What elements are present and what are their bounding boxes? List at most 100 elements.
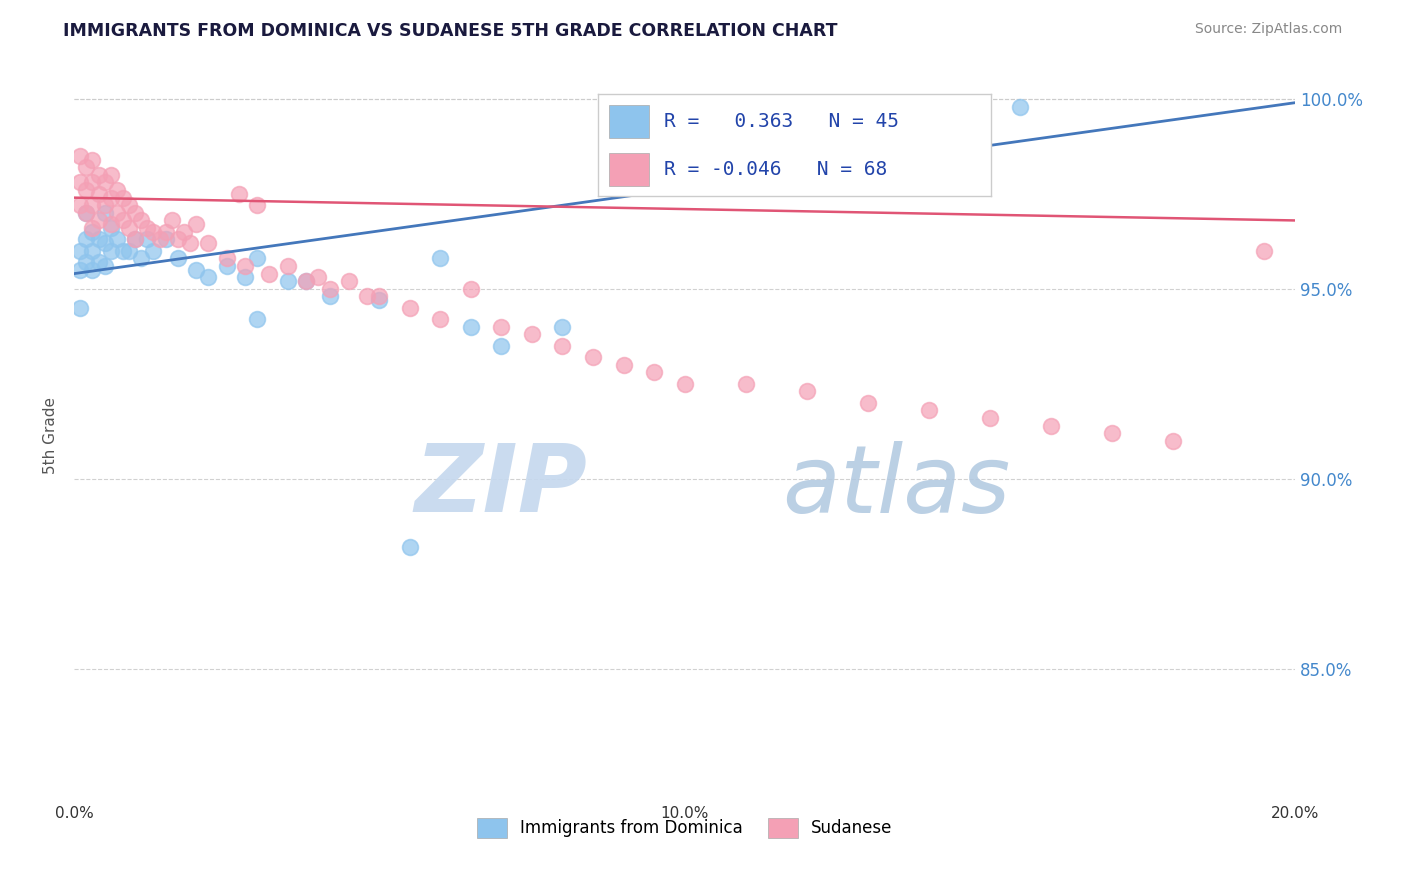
Point [136,221,159,235]
Text: Source: ZipAtlas.com: Source: ZipAtlas.com [1195,22,1343,37]
Point [228,186,250,201]
Point [319,282,342,296]
Point [129,213,152,227]
Point [87,232,110,246]
Point [460,282,482,296]
Point [87,213,110,227]
Point [1101,426,1123,441]
Point [75,255,97,269]
Point [856,137,879,152]
Point [82,198,104,212]
Point [105,183,128,197]
Point [111,244,134,258]
Text: R = -0.046   N = 68: R = -0.046 N = 68 [665,160,887,179]
Point [1010,99,1032,113]
Point [148,232,170,246]
Point [105,206,128,220]
Point [491,319,513,334]
Point [398,540,420,554]
Point [197,270,219,285]
Point [82,225,104,239]
Point [368,289,391,303]
Point [111,191,134,205]
Point [551,319,574,334]
Point [918,403,941,417]
Point [100,191,122,205]
Point [246,252,269,266]
Point [215,259,238,273]
Point [124,232,146,246]
Text: ZIP: ZIP [413,441,586,533]
Point [307,270,329,285]
Point [734,376,756,391]
Point [105,232,128,246]
Point [69,262,91,277]
Point [520,327,543,342]
Point [277,274,299,288]
Point [796,384,818,399]
Point [87,255,110,269]
Text: R =   0.363   N = 45: R = 0.363 N = 45 [665,112,900,131]
Point [69,198,91,212]
Point [246,198,269,212]
Text: IMMIGRANTS FROM DOMINICA VS SUDANESE 5TH GRADE CORRELATION CHART: IMMIGRANTS FROM DOMINICA VS SUDANESE 5TH… [63,22,838,40]
Point [69,176,91,190]
Point [491,339,513,353]
Point [75,161,97,175]
Point [948,119,970,133]
Point [1253,244,1275,258]
Point [129,252,152,266]
Point [167,232,190,246]
Point [295,274,318,288]
Point [277,259,299,273]
Point [368,293,391,308]
Point [551,339,574,353]
Point [186,262,208,277]
Point [118,221,141,235]
Point [356,289,378,303]
Point [160,213,183,227]
Point [111,213,134,227]
Point [673,376,696,391]
Point [69,149,91,163]
Point [173,225,195,239]
Point [75,206,97,220]
Point [87,186,110,201]
Point [93,236,115,251]
FancyBboxPatch shape [609,105,648,137]
Point [167,252,190,266]
Point [82,176,104,190]
Point [100,217,122,231]
FancyBboxPatch shape [609,153,648,186]
Point [197,236,219,251]
Point [93,198,115,212]
Point [118,244,141,258]
Point [643,365,665,379]
Point [93,259,115,273]
Point [1039,418,1062,433]
Point [856,396,879,410]
Point [643,149,665,163]
Point [87,168,110,182]
Point [82,153,104,167]
Point [136,232,159,246]
Point [429,312,451,326]
Point [118,198,141,212]
Point [75,232,97,246]
Point [582,350,605,364]
Point [337,274,360,288]
Point [460,319,482,334]
Point [215,252,238,266]
Point [82,244,104,258]
Point [1161,434,1184,448]
Point [142,244,165,258]
Point [179,236,201,251]
Point [734,129,756,144]
Point [233,270,256,285]
Point [75,206,97,220]
Point [100,168,122,182]
Point [246,312,269,326]
Point [93,206,115,220]
Point [429,252,451,266]
Point [82,221,104,235]
